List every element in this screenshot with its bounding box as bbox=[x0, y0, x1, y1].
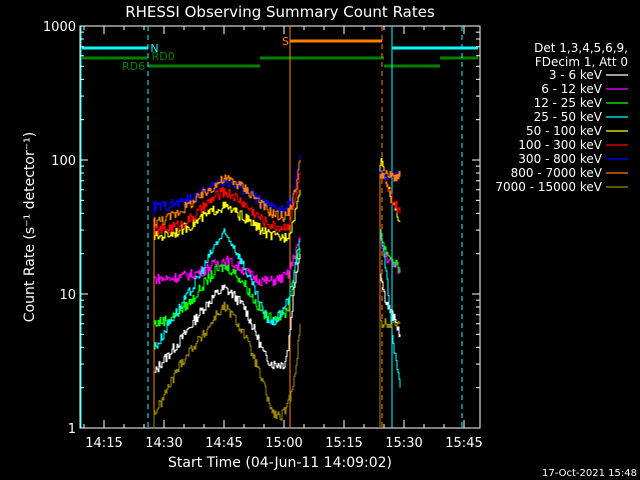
series-line bbox=[153, 173, 301, 428]
series-line bbox=[379, 172, 401, 428]
series-line bbox=[153, 237, 301, 428]
x-tick-label: 15:15 bbox=[325, 436, 362, 451]
y-tick-label: 10 bbox=[59, 288, 76, 303]
series-line bbox=[153, 301, 301, 428]
series-line bbox=[379, 273, 401, 428]
legend-entry-label: 6 - 12 keV bbox=[541, 82, 603, 96]
series-2 bbox=[153, 233, 401, 428]
series-line bbox=[379, 238, 401, 428]
series-line bbox=[153, 154, 301, 428]
y-tick-label: 100 bbox=[51, 154, 76, 169]
footer-timestamp: 17-Oct-2021 15:48 bbox=[542, 468, 637, 479]
x-axis-label: Start Time (04-Jun-11 14:09:02) bbox=[168, 455, 392, 471]
series-line bbox=[379, 158, 401, 428]
series-line bbox=[379, 233, 401, 428]
series-line bbox=[153, 248, 301, 428]
series-0 bbox=[153, 253, 401, 428]
annotation-label: RD0 bbox=[152, 50, 175, 63]
series-3 bbox=[153, 228, 401, 428]
legend-entry-label: 25 - 50 keV bbox=[534, 110, 603, 124]
x-tick-label: 15:00 bbox=[265, 436, 302, 451]
y-axis-label: Count Rate (s⁻¹ detector⁻¹) bbox=[22, 132, 38, 322]
chart-title: RHESSI Observing Summary Count Rates bbox=[125, 3, 435, 21]
legend-header-line-2: FDecim 1, Att 0 bbox=[535, 55, 628, 69]
legend-entry-label: 12 - 25 keV bbox=[534, 96, 603, 110]
series-line bbox=[153, 189, 301, 428]
series-line bbox=[379, 170, 401, 428]
series-1 bbox=[153, 237, 401, 428]
series-line bbox=[153, 160, 301, 428]
legend-header-line-1: Det 1,3,4,5,6,9, bbox=[534, 41, 628, 55]
series-line bbox=[153, 253, 301, 428]
legend: Det 1,3,4,5,6,9, FDecim 1, Att 0 3 - 6 k… bbox=[495, 41, 628, 194]
series-line bbox=[379, 318, 401, 428]
legend-entry-label: 7000 - 15000 keV bbox=[495, 180, 602, 194]
annotation-label: S bbox=[282, 35, 289, 48]
series-layer bbox=[153, 154, 401, 428]
series-line bbox=[153, 228, 301, 428]
legend-entry-label: 300 - 800 keV bbox=[518, 152, 602, 166]
x-tick-label: 14:45 bbox=[205, 436, 242, 451]
annotation-label: RD6 bbox=[122, 60, 145, 73]
legend-entry-label: 800 - 7000 keV bbox=[511, 166, 603, 180]
legend-entry-label: 3 - 6 keV bbox=[549, 68, 603, 82]
series-line bbox=[379, 229, 401, 428]
series-7 bbox=[153, 160, 401, 428]
x-axis-ticks: 14:15 14:30 14:45 15:00 15:15 15:30 15:45 bbox=[83, 26, 483, 451]
x-tick-label: 14:15 bbox=[85, 436, 122, 451]
y-tick-label: 1 bbox=[68, 422, 76, 437]
plot-frame bbox=[79, 25, 481, 429]
legend-entry-label: 100 - 300 keV bbox=[518, 138, 602, 152]
annotation-label: N bbox=[150, 42, 158, 55]
series-8 bbox=[153, 301, 401, 428]
y-axis-ticks: 1 10 100 1000 bbox=[43, 20, 480, 437]
x-tick-label: 15:30 bbox=[385, 436, 422, 451]
y-tick-label: 1000 bbox=[43, 20, 76, 35]
x-tick-label: 15:45 bbox=[445, 436, 482, 451]
x-tick-label: 14:30 bbox=[145, 436, 182, 451]
legend-entry-label: 50 - 100 keV bbox=[526, 124, 603, 138]
